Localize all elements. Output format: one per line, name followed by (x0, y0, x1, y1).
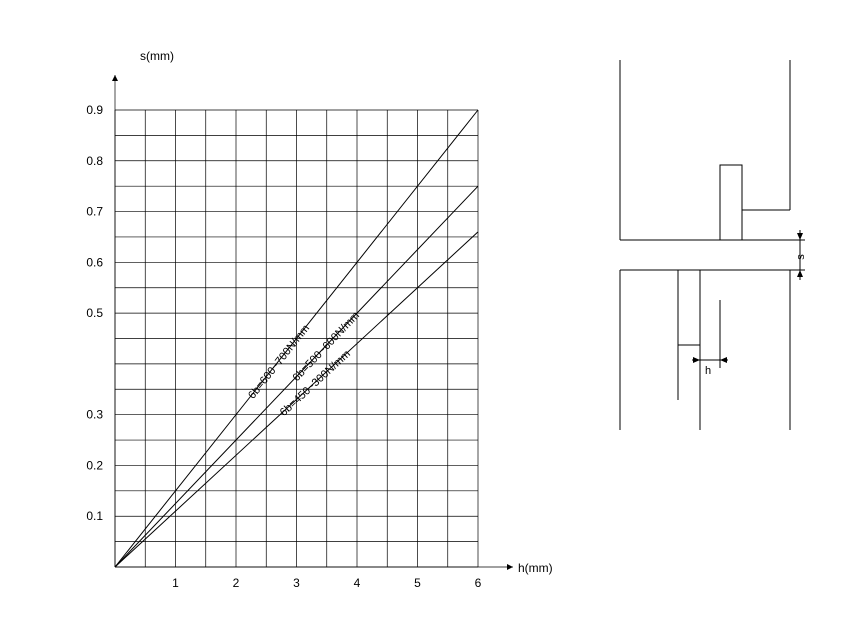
y-axis-arrow (112, 75, 118, 81)
dim-arrow (797, 270, 803, 277)
y-tick-label: 0.8 (86, 154, 103, 168)
side-diagram: sh (620, 60, 807, 430)
y-tick-label: 0.3 (86, 408, 103, 422)
s-dim-label: s (795, 254, 807, 260)
y-axis-title: s(mm) (140, 49, 174, 63)
y-tick-label: 0.1 (86, 509, 103, 523)
diagram-rect (720, 165, 742, 240)
x-tick-label: 6 (475, 576, 482, 590)
x-tick-label: 1 (172, 576, 179, 590)
y-tick-label: 0.9 (86, 103, 103, 117)
x-tick-label: 4 (354, 576, 361, 590)
y-tick-label: 0.5 (86, 306, 103, 320)
x-tick-label: 5 (414, 576, 421, 590)
diagram-rect (678, 270, 700, 345)
dim-arrow (693, 357, 700, 363)
dim-arrow (797, 233, 803, 240)
y-tick-label: 0.2 (86, 458, 103, 472)
dim-arrow (720, 357, 727, 363)
x-tick-label: 2 (233, 576, 240, 590)
h-dim-label: h (705, 365, 711, 377)
x-tick-label: 3 (293, 576, 300, 590)
y-tick-label: 0.7 (86, 205, 103, 219)
y-tick-label: 0.6 (86, 255, 103, 269)
x-axis-title: h(mm) (518, 561, 553, 575)
x-axis-arrow (507, 564, 513, 570)
